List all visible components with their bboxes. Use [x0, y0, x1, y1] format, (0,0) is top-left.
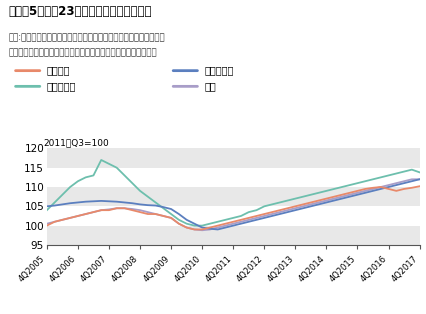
Text: 出所:三井住友トラスト基礎研究所･アットホーム「マンション賃料: 出所:三井住友トラスト基礎研究所･アットホーム「マンション賃料	[9, 33, 165, 42]
Text: コンパクト: コンパクト	[204, 66, 234, 76]
Bar	[47, 206, 420, 226]
Bar	[47, 226, 420, 245]
Bar	[47, 149, 420, 168]
Text: シングル: シングル	[47, 66, 70, 76]
Bar	[47, 168, 420, 187]
Text: ファミリー: ファミリー	[47, 81, 76, 91]
Text: 2011年Q3=100: 2011年Q3=100	[43, 138, 109, 147]
Text: インデックス（総合･連鎖型）をもとにニッセイ基礎研究所作成: インデックス（総合･連鎖型）をもとにニッセイ基礎研究所作成	[9, 49, 157, 58]
Text: ［図表5］東京23区のマンション賃料指数: ［図表5］東京23区のマンション賃料指数	[9, 5, 152, 18]
Text: 総合: 総合	[204, 81, 216, 91]
Bar	[47, 187, 420, 206]
